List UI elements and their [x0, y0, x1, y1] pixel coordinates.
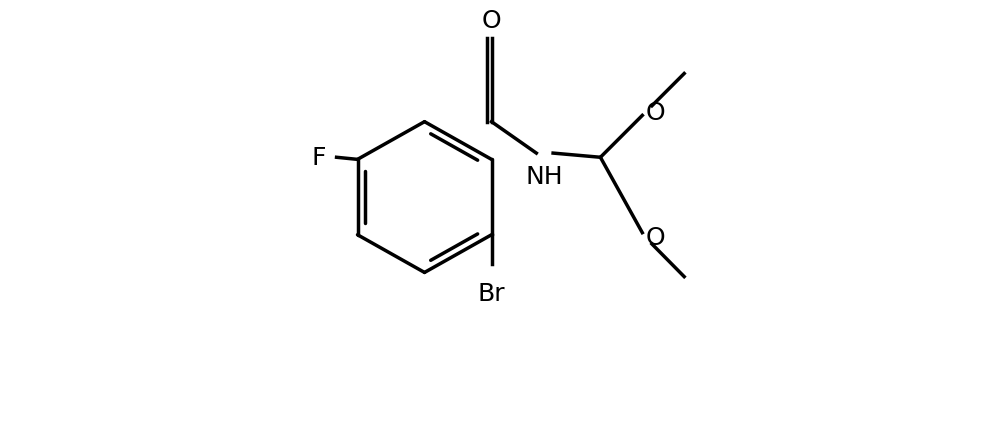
Text: O: O [645, 101, 664, 125]
Text: Br: Br [477, 281, 505, 305]
Text: NH: NH [525, 164, 562, 188]
Text: O: O [645, 225, 664, 249]
Text: F: F [311, 146, 326, 170]
Text: O: O [481, 9, 500, 32]
